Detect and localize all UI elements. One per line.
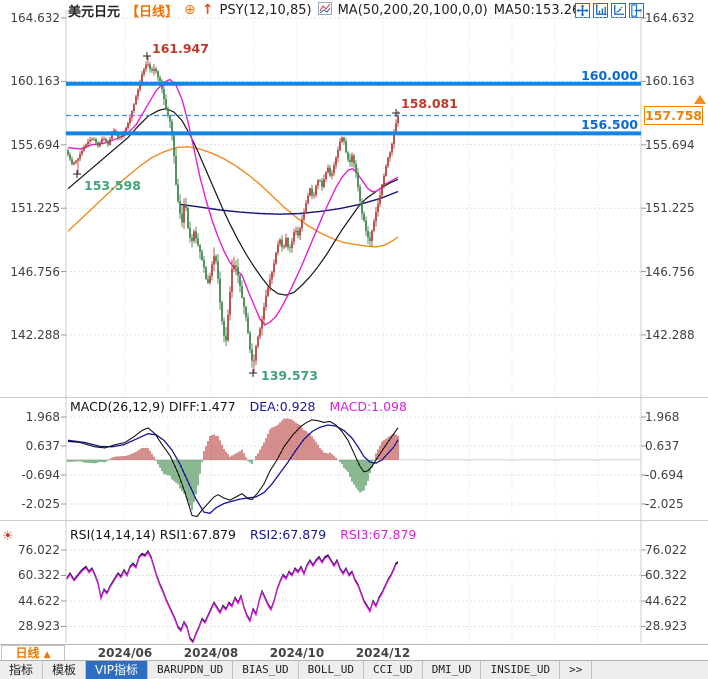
ma50-value-label: MA50:153.26 [493,2,581,18]
symbol-title: 美元日元 [68,4,121,20]
rsi-axis-label-left: 60.322 [18,568,60,582]
date-axis-label: 2024/06 [97,646,153,660]
rsi1-line [66,549,399,642]
hline-price-label: 156.500 [581,117,638,132]
macd-axis-label-left: 1.968 [25,410,60,424]
chart-axes-icon[interactable] [593,3,608,18]
tab-boll_ud[interactable]: BOLL_UD [298,661,364,679]
price-axis-label-right: 146.756 [645,265,695,279]
price-axis-label-left: 146.756 [10,265,60,279]
extreme-marker [392,109,400,117]
price-axis-label-left: 164.632 [10,11,60,25]
date-axis-row: 日线 ▲ 2024/06 2024/08 2024/10 2024/12 [0,644,708,661]
date-axis-label: 2024/08 [183,646,239,660]
trend-up-arrow-icon: ↑ [201,2,214,18]
tab-[interactable]: 模板 [43,661,87,679]
macd-panel-header: MACD(26,12,9) DIFF:1.477 DEA:0.928 MACD:… [70,399,407,414]
rsi-axis-label-right: 60.322 [645,568,687,582]
date-axis-label: 2024/12 [355,646,411,660]
ma100-line [179,190,399,215]
price-axis-label-left: 151.225 [10,201,60,215]
indicator-tab-bar: 指标 模板 VIP指标 BARUPDN_UD BIAS_UD BOLL_UD CCI_UD D… [0,660,708,679]
tab->>[interactable]: >> [560,661,593,679]
macd-histogram [67,418,399,510]
current-price-badge: 157.758 [644,106,703,125]
low-annotation: 139.573 [261,368,318,383]
exit-chart-icon[interactable] [629,3,644,18]
hline-price-label: 160.000 [581,68,638,83]
price-axis-label-right: 151.225 [645,201,695,215]
chart-toolbar [575,3,644,18]
gridlines [0,10,708,643]
ma200-line [67,146,399,248]
rsi2-line [66,550,399,643]
macd-axis-label-right: 0.637 [645,439,680,453]
tab-bias_ud[interactable]: BIAS_UD [233,661,299,679]
tab-vip[interactable]: VIP指标 [86,661,149,679]
price-up-arrow-icon [694,95,706,104]
rsi-axis-label-right: 44.622 [645,594,687,608]
low-annotation: 153.598 [84,178,141,193]
pan-tool-icon[interactable] [575,3,590,18]
tab-inside_ud[interactable]: INSIDE_UD [481,661,561,679]
main-price-panel [66,52,641,377]
chart-header: 美元日元 【日线】 ⊕ ↑ PSY(12,10,85) MA(50,200,20,… [68,1,581,20]
rsi-axis-label-right: 28.923 [645,619,687,633]
period-tag: 【日线】 [126,4,179,20]
extreme-marker [143,52,151,60]
macd-axis-label-right: 1.968 [645,410,680,424]
macd-axis-label-right: -2.025 [645,497,684,511]
macd-axis-label-left: 0.637 [25,439,60,453]
ma20-line [67,78,399,326]
indicator-settings-icon[interactable]: ☀ [2,529,14,544]
rsi2-value: RSI2:67.879 [249,527,327,542]
rsi-panel-header: RSI(14,14,14) RSI1:67.879 RSI2:67.879 RS… [70,527,416,542]
rsi-axis-label-left: 28.923 [18,619,60,633]
price-axis-label-left: 142.288 [10,328,60,342]
extreme-marker [249,369,257,377]
price-axis-label-right: 164.632 [645,11,695,25]
macd-axis-label-right: -0.694 [645,468,684,482]
price-axis-label-left: 160.163 [10,74,60,88]
candlesticks [67,56,399,374]
macd-diff-line [67,419,399,518]
mini-chart-icon [317,1,332,19]
price-axis-label-right: 142.288 [645,328,695,342]
macd-dea-value: DEA:0.928 [249,399,316,414]
price-axis-label-right: 160.163 [645,74,695,88]
macd-dea-line [67,424,399,514]
rsi-axis-label-right: 76.022 [645,543,687,557]
ma-indicator-label[interactable]: MA(50,200,20,100,0,0) [337,2,488,18]
tab-cci_ud[interactable]: CCI_UD [363,661,423,679]
price-axis-label-left: 155.694 [10,138,60,152]
rsi-panel [66,549,399,643]
tab-[interactable]: 指标 [0,661,44,679]
high-annotation: 161.947 [152,41,209,56]
date-axis-label: 2024/10 [269,646,325,660]
rsi3-value: RSI3:67.879 [340,527,417,542]
macd-hist-value: MACD:1.098 [329,399,407,414]
extreme-marker [73,170,81,178]
macd-axis-label-left: -2.025 [21,497,60,511]
macd-panel [66,418,641,518]
rsi-title[interactable]: RSI(14,14,14) RSI1:67.879 [70,527,236,542]
period-selector-button[interactable]: 日线 ▲ [1,645,65,661]
tab-dmi_ud[interactable]: DMI_UD [422,661,482,679]
price-axis-label-right: 155.694 [645,138,695,152]
macd-axis-label-left: -0.694 [21,468,60,482]
rsi-axis-label-left: 76.022 [18,543,60,557]
rsi3-line [66,551,399,643]
add-indicator-icon[interactable]: ⊕ [184,2,196,18]
psy-indicator-label[interactable]: PSY(12,10,85) [219,2,312,18]
high-annotation: 158.081 [401,96,458,111]
macd-title[interactable]: MACD(26,12,9) DIFF:1.477 [70,399,236,414]
tab-barupdn_ud[interactable]: BARUPDN_UD [148,661,234,679]
rsi-axis-label-left: 44.622 [18,594,60,608]
